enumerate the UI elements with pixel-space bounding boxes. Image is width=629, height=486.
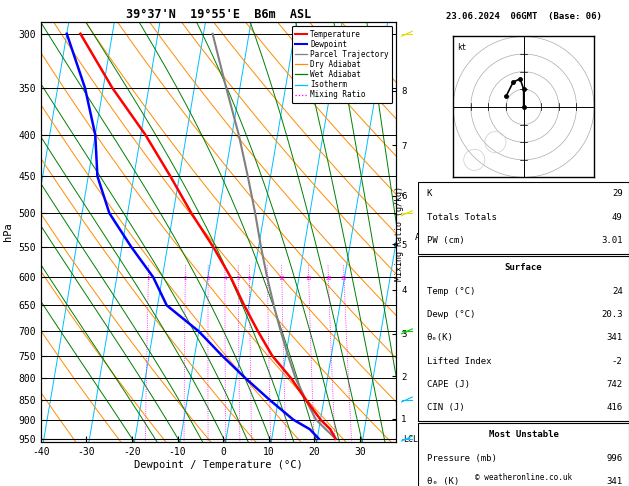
Text: 29: 29: [612, 190, 623, 198]
Text: 8: 8: [266, 276, 269, 281]
Text: 996: 996: [606, 454, 623, 463]
Text: kt: kt: [457, 44, 466, 52]
Text: θₑ (K): θₑ (K): [426, 477, 459, 486]
Text: 15: 15: [306, 276, 312, 281]
Text: 3: 3: [206, 276, 209, 281]
Y-axis label: km
ASL: km ASL: [415, 223, 431, 242]
Y-axis label: hPa: hPa: [3, 223, 13, 242]
Bar: [418, 423, 629, 486]
Bar: [418, 256, 629, 421]
Text: 341: 341: [606, 333, 623, 342]
Text: Mixing Ratio (g/kg): Mixing Ratio (g/kg): [395, 186, 404, 281]
Text: PW (cm): PW (cm): [426, 236, 464, 245]
Text: Dewp (°C): Dewp (°C): [426, 310, 475, 319]
Text: Surface: Surface: [505, 263, 542, 272]
Text: 6: 6: [248, 276, 251, 281]
Text: -2: -2: [612, 357, 623, 365]
Text: 1: 1: [147, 276, 150, 281]
Text: 416: 416: [606, 403, 623, 412]
Text: 20: 20: [325, 276, 331, 281]
Text: 20.3: 20.3: [601, 310, 623, 319]
Bar: [418, 182, 629, 254]
Text: Pressure (mb): Pressure (mb): [426, 454, 496, 463]
Text: CIN (J): CIN (J): [426, 403, 464, 412]
X-axis label: Dewpoint / Temperature (°C): Dewpoint / Temperature (°C): [134, 460, 303, 470]
Text: 25: 25: [341, 276, 347, 281]
Text: Temp (°C): Temp (°C): [426, 287, 475, 295]
Text: Lifted Index: Lifted Index: [426, 357, 491, 365]
Text: 3.01: 3.01: [601, 236, 623, 245]
Text: 341: 341: [606, 477, 623, 486]
Text: 5: 5: [237, 276, 240, 281]
Text: 2: 2: [184, 276, 187, 281]
Text: Most Unstable: Most Unstable: [489, 431, 559, 439]
Text: 24: 24: [612, 287, 623, 295]
Text: LCL: LCL: [403, 435, 418, 444]
Text: 10: 10: [279, 276, 285, 281]
Text: K: K: [426, 190, 432, 198]
Text: θₑ(K): θₑ(K): [426, 333, 454, 342]
Text: 742: 742: [606, 380, 623, 389]
Text: 49: 49: [612, 213, 623, 222]
Legend: Temperature, Dewpoint, Parcel Trajectory, Dry Adiabat, Wet Adiabat, Isotherm, Mi: Temperature, Dewpoint, Parcel Trajectory…: [292, 26, 392, 103]
Text: 4: 4: [223, 276, 226, 281]
Text: 23.06.2024  06GMT  (Base: 06): 23.06.2024 06GMT (Base: 06): [446, 12, 601, 21]
Text: © weatheronline.co.uk: © weatheronline.co.uk: [475, 473, 572, 482]
Text: CAPE (J): CAPE (J): [426, 380, 470, 389]
Text: Totals Totals: Totals Totals: [426, 213, 496, 222]
Title: 39°37'N  19°55'E  B6m  ASL: 39°37'N 19°55'E B6m ASL: [126, 8, 311, 21]
